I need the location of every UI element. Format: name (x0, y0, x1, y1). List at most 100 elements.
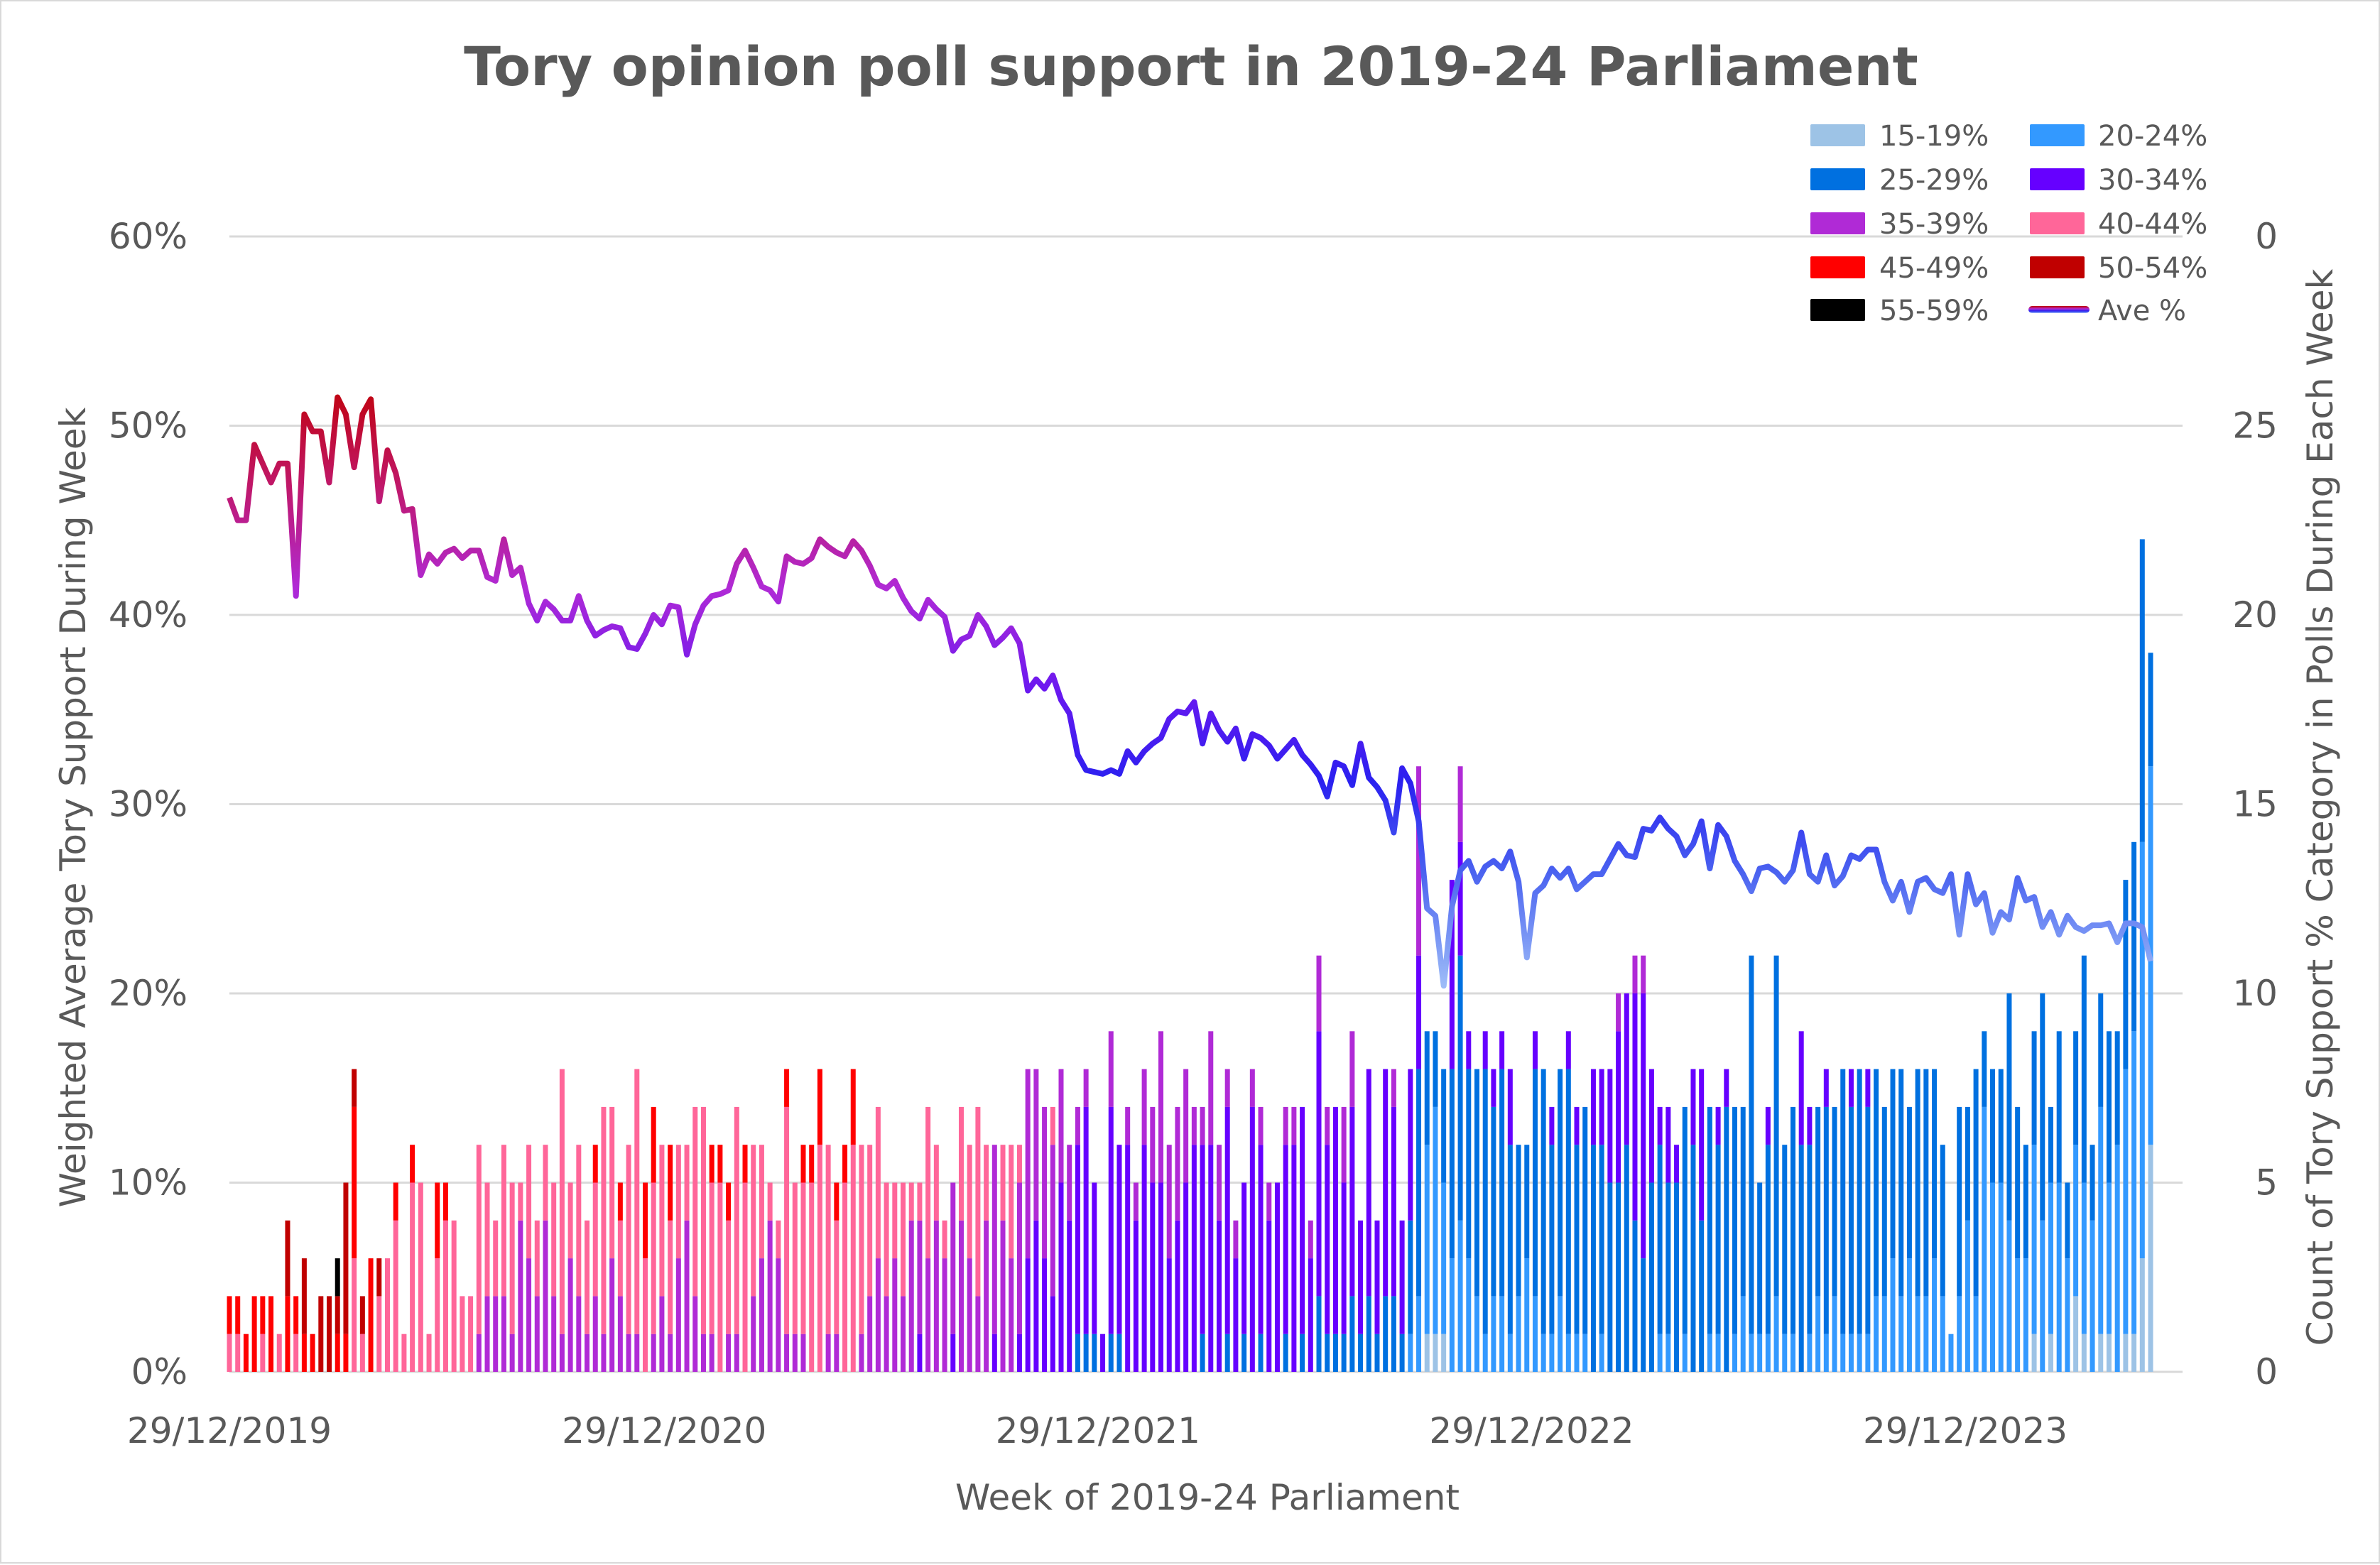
bar-segment-40-44pct (376, 1296, 382, 1372)
bar-segment-45-49pct (335, 1334, 340, 1372)
x-tick-label: 29/12/2021 (996, 1410, 1200, 1451)
bar-segment-20-24pct (1482, 1334, 1488, 1372)
bar-segment-35-39pct (984, 1220, 989, 1372)
bar-segment-35-39pct (1108, 1031, 1114, 1107)
bar-segment-25-29pct (1474, 1069, 1479, 1297)
bar-segment-35-39pct (1058, 1069, 1064, 1183)
bar-segment-40-44pct (850, 1145, 856, 1372)
bar-segment-45-49pct (310, 1334, 315, 1372)
bar-segment-30-34pct (1116, 1145, 1122, 1334)
bar-segment-20-24pct (2131, 1031, 2137, 1334)
bar-segment-20-24pct (1408, 1334, 1413, 1372)
bar-segment-50-54pct (376, 1258, 382, 1297)
bar-segment-20-24pct (1865, 1334, 1871, 1372)
bar-segment-35-39pct (509, 1334, 515, 1372)
bar-segment-20-24pct (1881, 1296, 1887, 1372)
bar-segment-20-24pct (2015, 1258, 2021, 1372)
bar-segment-25-29pct (1757, 1182, 1763, 1334)
bar-segment-30-34pct (1283, 1145, 1288, 1334)
bar-segment-30-34pct (1025, 1258, 1031, 1372)
bar-segment-35-39pct (1416, 766, 1422, 956)
bar-segment-40-44pct (975, 1106, 981, 1297)
bar-segment-45-49pct (235, 1296, 241, 1334)
bar-segment-45-49pct (393, 1182, 398, 1221)
bar-segment-35-39pct (585, 1334, 590, 1372)
left-axis-title: Weighted Average Tory Support During Wee… (53, 407, 94, 1207)
bar-segment-20-24pct (1740, 1296, 1746, 1372)
bar-segment-35-39pct (1283, 1106, 1288, 1145)
bar-segment-25-29pct (1881, 1106, 1887, 1297)
legend-swatch (2030, 212, 2085, 234)
bar-segment-35-39pct (1249, 1069, 1255, 1107)
bar-segment-30-34pct (1457, 841, 1463, 956)
bar-segment-40-44pct (352, 1258, 357, 1372)
bar-segment-20-24pct (1474, 1296, 1479, 1372)
legend-label: 30-34% (2098, 164, 2207, 197)
bar-segment-30-34pct (1358, 1220, 1364, 1334)
bar-segment-45-49pct (268, 1296, 274, 1372)
bar-segment-40-44pct (551, 1182, 557, 1297)
poll-count-bars (227, 539, 2153, 1372)
bar-segment-30-34pct (1590, 1069, 1596, 1145)
bar-segment-35-39pct (1009, 1258, 1014, 1372)
average-line (227, 394, 2153, 989)
bar-segment-20-24pct (1657, 1334, 1663, 1372)
bar-segment-40-44pct (617, 1220, 623, 1297)
bar-segment-25-29pct (1848, 1106, 1854, 1334)
bar-segment-25-29pct (1674, 1182, 1680, 1372)
bar-segment-40-44pct (276, 1334, 282, 1372)
bar-segment-20-24pct (1574, 1334, 1580, 1372)
bar-segment-20-24pct (1558, 1296, 1563, 1372)
bar-segment-15-19pct (2106, 1334, 2112, 1372)
bar-segment-35-39pct (709, 1334, 714, 1372)
bar-segment-40-44pct (643, 1258, 648, 1372)
bar-segment-25-29pct (2114, 1031, 2120, 1145)
bar-segment-25-29pct (1807, 1145, 1813, 1334)
bar-segment-20-24pct (1782, 1334, 1788, 1372)
bar-segment-50-54pct (327, 1296, 332, 1372)
bar-segment-40-44pct (834, 1220, 839, 1334)
bar-segment-30-34pct (1383, 1069, 1389, 1297)
bar-segment-20-24pct (1773, 1296, 1779, 1372)
bar-segment-35-39pct (892, 1258, 898, 1372)
legend-label: 40-44% (2098, 208, 2207, 241)
bar-segment-30-34pct (1092, 1182, 1097, 1334)
bar-segment-15-19pct (1424, 1334, 1430, 1372)
x-tick-label: 29/12/2019 (127, 1410, 332, 1451)
bar-segment-30-34pct (1807, 1106, 1813, 1145)
bar-segment-30-34pct (1332, 1106, 1338, 1334)
bar-segment-40-44pct (1009, 1145, 1014, 1259)
bar-segment-40-44pct (451, 1220, 457, 1372)
bar-segment-25-29pct (1773, 955, 1779, 1297)
bar-segment-30-34pct (1666, 1106, 1671, 1183)
bar-segment-40-44pct (293, 1334, 299, 1372)
right-tick-label: 15 (2232, 784, 2278, 825)
bar-segment-30-34pct (950, 1334, 956, 1372)
bar-segment-35-39pct (908, 1220, 914, 1372)
bar-segment-45-49pct (717, 1145, 723, 1183)
bar-segment-25-29pct (1666, 1182, 1671, 1334)
left-axis-ticks: 0% 10% 20% 30% 40% 50% 60% (109, 216, 188, 1392)
bar-segment-25-29pct (1790, 1106, 1795, 1334)
bar-segment-40-44pct (776, 1220, 781, 1259)
bar-segment-30-34pct (1848, 1069, 1854, 1107)
bar-segment-20-24pct (1466, 1258, 1472, 1372)
bar-segment-25-29pct (1507, 1145, 1513, 1334)
bar-segment-25-29pct (2090, 1145, 2095, 1221)
bar-segment-25-29pct (2123, 880, 2129, 1069)
bar-segment-20-24pct (1948, 1334, 1954, 1372)
bar-segment-40-44pct (684, 1145, 690, 1221)
bar-segment-20-24pct (1715, 1334, 1721, 1372)
bar-segment-40-44pct (418, 1182, 423, 1372)
bar-segment-20-24pct (2139, 841, 2145, 1259)
bar-segment-30-34pct (1150, 1182, 1156, 1372)
bar-segment-25-29pct (1441, 1069, 1447, 1183)
bar-segment-25-29pct (1433, 1031, 1438, 1107)
bar-segment-35-39pct (767, 1220, 773, 1372)
bar-segment-45-49pct (800, 1145, 806, 1183)
bar-segment-45-49pct (435, 1182, 440, 1259)
bar-segment-25-29pct (1341, 1334, 1347, 1372)
bar-segment-40-44pct (626, 1145, 631, 1334)
legend-swatch (1810, 168, 1865, 190)
bar-segment-25-29pct (1108, 1334, 1114, 1372)
